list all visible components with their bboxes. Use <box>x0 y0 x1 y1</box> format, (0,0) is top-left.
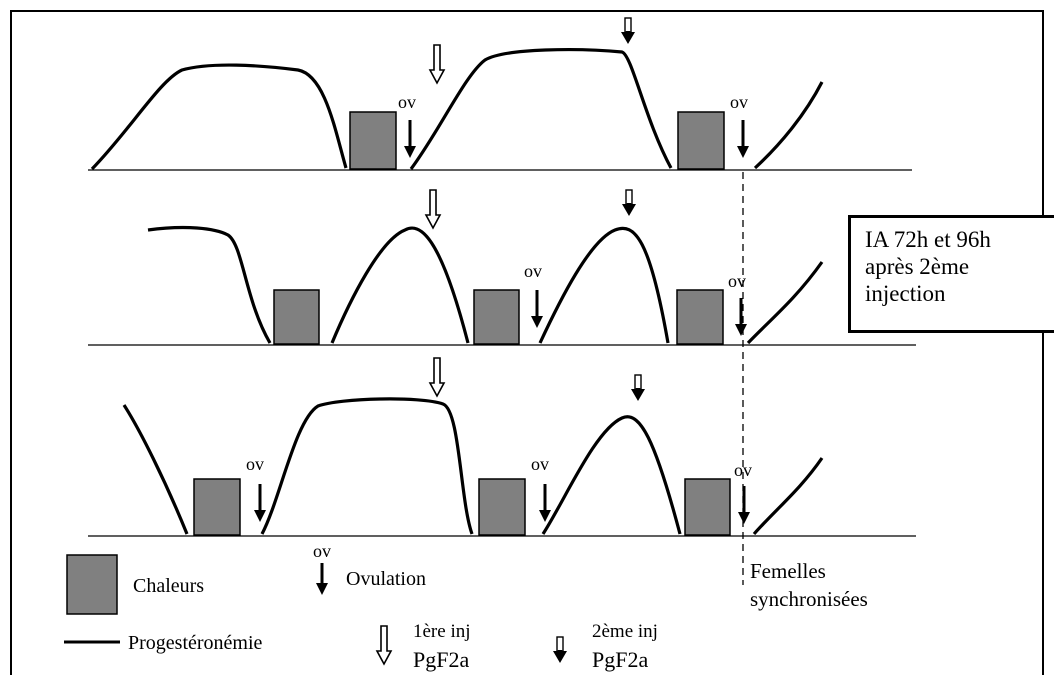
heat-box <box>349 111 397 170</box>
heat-box <box>677 111 725 170</box>
progesterone-curve <box>122 404 189 535</box>
legend-progesterone-label: Progestéronémie <box>128 632 263 654</box>
ov-label: ov <box>398 92 416 112</box>
ovulation-arrow-icon <box>252 482 268 524</box>
legend-first-injection-line1: 1ère inj <box>413 621 471 642</box>
legend: Chaleurs ov Ovulation Progestéronémie 1è… <box>64 541 658 672</box>
ia-line-1: IA 72h et 96h <box>865 227 991 252</box>
progesterone-curve <box>753 81 824 170</box>
legend-second-injection-line2: PgF2a <box>592 647 648 672</box>
heat-box <box>684 478 731 536</box>
second-injection-arrow-icon <box>621 189 637 217</box>
progesterone-curve <box>752 457 824 536</box>
insemination-note-box: IA 72h et 96h après 2ème injection <box>848 215 1054 333</box>
ovulation-arrow-icon <box>402 118 418 160</box>
ovulation-arrow-icon <box>529 288 545 330</box>
ov-label: ov <box>734 460 752 480</box>
ov-label: ov <box>524 261 542 281</box>
ovulation-arrow-icon <box>537 482 553 524</box>
diagram-frame <box>10 10 1044 675</box>
legend-heat-label: Chaleurs <box>133 575 204 597</box>
first-injection-arrow-icon <box>429 44 445 84</box>
ov-label: ov <box>728 271 746 291</box>
legend-ov-symbol: ov <box>313 541 331 561</box>
ovulation-arrow-icon <box>736 484 752 526</box>
heat-box <box>273 289 320 345</box>
progesterone-curve <box>409 48 673 170</box>
heat-box <box>478 478 526 536</box>
row-1: ov ov <box>88 17 912 171</box>
progesterone-curve <box>90 63 348 171</box>
progesterone-curve <box>541 415 682 535</box>
legend-ovulation-arrow-icon <box>316 563 328 595</box>
progesterone-curve <box>538 226 670 344</box>
progesterone-curve <box>147 225 272 344</box>
row-2: ov ov <box>88 189 916 346</box>
heat-box <box>676 289 724 345</box>
sync-label-line2: synchronisées <box>750 587 868 611</box>
sync-label-line1: Femelles <box>750 559 826 583</box>
legend-first-injection-line2: PgF2a <box>413 647 469 672</box>
legend-second-injection-arrow-icon <box>552 636 568 664</box>
heat-box <box>193 478 241 536</box>
first-injection-arrow-icon <box>425 189 441 229</box>
ia-line-2: après 2ème <box>865 254 970 279</box>
ia-line-3: injection <box>865 281 946 306</box>
legend-heat-box-icon <box>66 554 118 615</box>
second-injection-arrow-icon <box>620 17 636 45</box>
heat-box <box>473 289 520 345</box>
progesterone-curve <box>260 397 474 535</box>
progesterone-curve <box>330 226 470 344</box>
ov-label: ov <box>246 454 264 474</box>
first-injection-arrow-icon <box>429 357 445 397</box>
legend-ovulation-label: Ovulation <box>346 568 426 590</box>
ov-label: ov <box>531 454 549 474</box>
legend-first-injection-arrow-icon <box>376 625 392 665</box>
ovulation-arrow-icon <box>735 118 751 160</box>
ov-label: ov <box>730 92 748 112</box>
legend-second-injection-line1: 2ème inj <box>592 621 658 642</box>
row-3: ov ov ov <box>88 357 916 537</box>
ovulation-arrow-icon <box>733 296 749 338</box>
second-injection-arrow-icon <box>630 374 646 402</box>
progesterone-curve <box>746 261 824 345</box>
